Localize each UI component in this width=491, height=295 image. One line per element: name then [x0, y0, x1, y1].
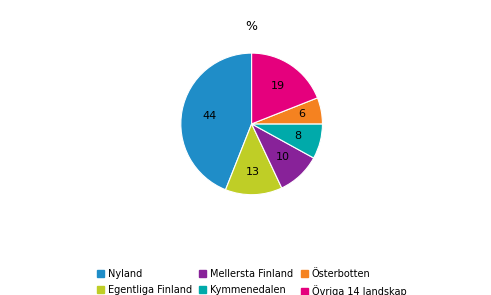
Text: 13: 13: [246, 167, 260, 177]
Wedge shape: [252, 53, 318, 124]
Wedge shape: [252, 98, 323, 124]
Wedge shape: [252, 124, 323, 158]
Text: 8: 8: [295, 131, 302, 141]
Text: 6: 6: [298, 109, 305, 119]
Text: 10: 10: [276, 153, 290, 163]
Legend: Nyland, Egentliga Finland, Mellersta Finland, Kymmenedalen, Österbotten, Övriga : Nyland, Egentliga Finland, Mellersta Fin…: [94, 266, 409, 295]
Wedge shape: [252, 124, 314, 188]
Wedge shape: [181, 53, 252, 190]
Text: 44: 44: [203, 111, 217, 121]
Wedge shape: [225, 124, 282, 195]
Title: %: %: [246, 20, 258, 33]
Text: 19: 19: [271, 81, 285, 91]
